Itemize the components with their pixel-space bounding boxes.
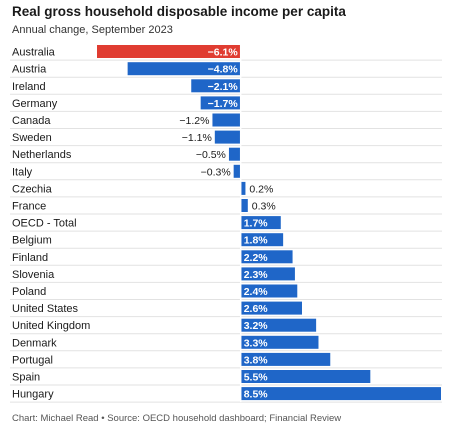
chart-title: Real gross household disposable income p… [12, 4, 346, 19]
value-label: −4.8% [208, 64, 239, 76]
value-label: 8.5% [244, 389, 269, 401]
category-label: Austria [12, 64, 47, 76]
bar [212, 113, 241, 127]
bar [240, 267, 295, 281]
category-label: Slovenia [12, 269, 55, 281]
bar [240, 301, 302, 315]
value-label: −1.1% [182, 132, 212, 144]
value-label: 2.3% [244, 269, 269, 281]
value-label: 2.6% [244, 303, 269, 315]
category-label: Belgium [12, 235, 52, 247]
category-label: Italy [12, 166, 33, 178]
bar [240, 250, 293, 264]
value-label: 0.3% [252, 201, 276, 213]
value-label: 5.5% [244, 372, 269, 384]
category-label: Australia [12, 47, 56, 59]
bar [240, 284, 298, 298]
value-label: −0.5% [196, 149, 226, 161]
category-label: Sweden [12, 132, 52, 144]
category-label: Finland [12, 252, 48, 264]
bar [228, 147, 241, 161]
bar [214, 130, 241, 144]
value-label: 3.8% [244, 354, 269, 366]
category-label: Portugal [12, 354, 53, 366]
chart-source-credit: Chart: Michael Read • Source: OECD house… [12, 413, 342, 424]
bar [233, 164, 241, 178]
value-label: −1.7% [208, 98, 239, 110]
category-label: Netherlands [12, 149, 72, 161]
value-label: 2.4% [244, 286, 269, 298]
value-label: 3.2% [244, 320, 269, 332]
category-label: United Kingdom [12, 320, 90, 332]
value-label: −0.3% [201, 166, 231, 178]
category-label: United States [12, 303, 79, 315]
value-label: 1.7% [244, 218, 269, 230]
bar [240, 370, 371, 383]
bar [240, 181, 246, 195]
value-label: 3.3% [244, 337, 269, 349]
value-label: −6.1% [208, 47, 239, 59]
bar [240, 335, 319, 349]
bar [240, 352, 331, 366]
category-label: OECD - Total [12, 218, 77, 230]
chart-subtitle: Annual change, September 2023 [12, 24, 173, 36]
bar [240, 387, 441, 401]
category-label: Poland [12, 286, 46, 298]
value-label: −2.1% [208, 81, 239, 93]
category-label: Spain [12, 372, 40, 384]
category-label: Denmark [12, 337, 57, 349]
bar [240, 216, 281, 230]
value-label: 2.2% [244, 252, 269, 264]
category-label: Hungary [12, 389, 54, 401]
bar [97, 45, 241, 58]
bar [240, 199, 248, 212]
category-label: Ireland [12, 81, 46, 93]
bar [127, 62, 241, 76]
value-label: 1.8% [244, 235, 269, 247]
category-label: France [12, 201, 46, 213]
bar [191, 79, 241, 93]
value-label: −1.2% [179, 115, 209, 127]
bar [200, 96, 241, 110]
category-label: Germany [12, 98, 58, 110]
category-label: Canada [12, 115, 51, 127]
bar [240, 233, 284, 247]
value-label: 0.2% [249, 183, 273, 195]
bar [240, 318, 317, 332]
category-label: Czechia [12, 183, 53, 195]
